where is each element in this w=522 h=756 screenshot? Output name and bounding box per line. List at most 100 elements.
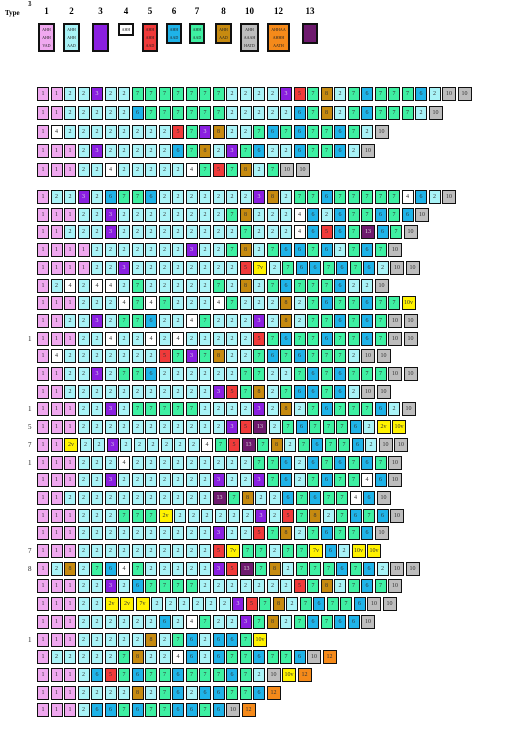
sequence-cell: 7 xyxy=(320,313,333,328)
sequence-cell: 2 xyxy=(145,614,157,629)
sequence-cell: 2 xyxy=(131,384,144,399)
sequence-cell: 1 xyxy=(37,508,49,523)
sequence-cell: 13 xyxy=(239,561,254,576)
legend-type-box: AHH AAD xyxy=(189,23,205,44)
sequence-cell: 6 xyxy=(253,144,265,158)
sequence-cell: 7 xyxy=(131,296,144,311)
sequence-cell: 1 xyxy=(37,144,49,158)
sequence-cell: 8 xyxy=(266,614,279,629)
sequence-cell: 7 xyxy=(374,579,387,594)
sequence-row: 1 2 2 2 2 2 7 8 2 2 4 6 2 6 7 7 6 7 7 6 10 12 xyxy=(37,650,338,666)
sequence-cell: 6 xyxy=(415,87,427,101)
sequence-cell: 2 xyxy=(131,420,144,435)
sequence-cell: 2 xyxy=(145,144,157,158)
sequence-cell: 10 xyxy=(457,87,472,101)
sequence-cell: 10 xyxy=(376,490,391,505)
sequence-cell: 2 xyxy=(185,561,198,576)
sequence-cell: 2 xyxy=(77,144,90,158)
sequence-cell: 7 xyxy=(309,420,321,435)
sequence-cell: 2 xyxy=(118,402,130,417)
sequence-cell: 2 xyxy=(212,260,225,275)
type-legend: Type 1 AHH AHH VAD 2 AHH AHH AAD 3 4 AHH 5 AHH AHH AAD… xyxy=(0,0,522,75)
sequence-cell: 1 xyxy=(50,526,63,541)
legend-type-line: AHH xyxy=(192,27,202,32)
sequence-cell: 1 xyxy=(37,313,49,328)
sequence-cell: 2 xyxy=(158,650,171,665)
sequence-cell: 7 xyxy=(172,579,184,594)
sequence-cell: 2 xyxy=(320,207,333,222)
sequence-cell: 2 xyxy=(185,207,198,222)
sequence-row: 1 1 1 2 2 2v 2v 7v 2 2 2 2 2 2 3 5 7 8 2 7 6 7 7 6 10 10 xyxy=(37,597,398,613)
sequence-cell: 2 xyxy=(64,650,76,665)
sequence-cell: 1 xyxy=(37,163,49,177)
sequence-cell: 1 xyxy=(64,163,76,177)
sequence-cell: 2 xyxy=(347,384,360,399)
sequence-cell: 3 xyxy=(253,402,265,417)
sequence-cell: 6 xyxy=(324,544,337,558)
sequence-cell: 7 xyxy=(212,667,225,682)
sequence-cell: 6 xyxy=(212,632,225,647)
sequence-cell: 1 xyxy=(64,508,76,523)
sequence-row: 1 4 2 2 2 2 2 2 2 5 7 3 7 8 2 2 7 6 7 6 7 7 7 2 10 10 xyxy=(37,349,392,365)
sequence-cell: 2 xyxy=(77,278,90,293)
sequence-cell: 2 xyxy=(212,190,225,204)
sequence-cell: 6 xyxy=(131,579,144,594)
sequence-cell: 6 xyxy=(91,667,103,682)
sequence-cell: 2 xyxy=(428,190,441,204)
sequence-cell: 2 xyxy=(185,544,198,558)
sequence-cell: 2 xyxy=(77,367,90,381)
legend-type-number: 8 xyxy=(221,6,226,16)
sequence-cell: 2 xyxy=(172,526,184,541)
sequence-cell: 2 xyxy=(91,163,103,177)
sequence-cell: 6 xyxy=(131,703,144,718)
sequence-cell: 7 xyxy=(293,367,306,381)
sequence-cell: 6 xyxy=(293,243,306,258)
sequence-cell: 7 xyxy=(293,190,306,204)
sequence-cell: 6 xyxy=(104,190,117,204)
sequence-cell: 7 xyxy=(199,106,211,120)
sequence-cell: 10 xyxy=(390,561,404,576)
legend-type-line: AHHH xyxy=(272,35,285,40)
sequence-cell: 6 xyxy=(361,331,373,346)
sequence-cell: 2 xyxy=(322,508,335,523)
sequence-cell: 2 xyxy=(64,225,76,240)
sequence-cell: 7 xyxy=(374,313,387,328)
sequence-cell: 6 xyxy=(353,597,366,612)
sequence-cell: 8 xyxy=(320,87,333,101)
sequence-cell: 2 xyxy=(253,579,265,594)
sequence-cell: 2 xyxy=(293,296,306,311)
sequence-cell: 10v xyxy=(367,544,381,558)
sequence-row: 1 1 1 2 2 2 4 2 2 2 2 2 2 2 2 2 7 7 6 2 6 7 6 7 6 7 10 xyxy=(37,455,404,472)
sequence-cell: 2 xyxy=(253,667,265,682)
sequence-row: 1 1 1 2 2 3 2 6 7 7 7 7 2 2 2 2 2 2 2 5 7 8 2 7 6 7 10 xyxy=(37,579,404,595)
sequence-cell: 2 xyxy=(131,544,144,558)
sequence-cell: 7 xyxy=(118,313,130,328)
sequence-cell: 2 xyxy=(415,106,427,120)
sequence-cell: 2 xyxy=(293,473,306,488)
sequence-row: 1 1 1 2 2 2 2 2 2 2 2 2 2 5 7v 7 7 2 7 7 7v 6 2 10v 10v xyxy=(37,544,383,560)
sequence-cell: 2 xyxy=(77,473,90,488)
sequence-cell: 2 xyxy=(145,650,157,665)
sequence-cell: 6 xyxy=(280,455,292,470)
sequence-cell: 6 xyxy=(307,614,319,629)
sequence-cell: 6 xyxy=(334,225,346,240)
sequence-cell: 1 xyxy=(50,455,63,470)
sequence-cell: 2 xyxy=(91,685,103,700)
sequence-cell: 7 xyxy=(347,473,360,488)
sequence-cell: 2 xyxy=(226,349,238,364)
sequence-cell: 4 xyxy=(201,437,213,452)
sequence-cell: 7 xyxy=(336,490,348,505)
sequence-cell: 6 xyxy=(334,384,346,399)
sequence-cell: 10 xyxy=(390,508,404,523)
sequence-cell: 2 xyxy=(104,384,117,399)
sequence-cell: 4 xyxy=(293,207,306,222)
sequence-row: 1 1 2 2 3 2 7 7 6 2 2 4 7 2 2 2 3 2 8 2 7 7 6 7 6 7 10 10 xyxy=(37,313,419,330)
sequence-cell: 1 xyxy=(64,685,76,700)
sequence-cell: 2 xyxy=(199,207,211,222)
sequence-cell: 2 xyxy=(212,420,225,435)
sequence-cell: 7 xyxy=(131,313,144,328)
sequence-cell: 7 xyxy=(338,437,350,452)
sequence-cell: 1 xyxy=(37,402,49,417)
sequence-cell: 7 xyxy=(185,402,198,417)
sequence-cell: 10 xyxy=(266,667,281,682)
